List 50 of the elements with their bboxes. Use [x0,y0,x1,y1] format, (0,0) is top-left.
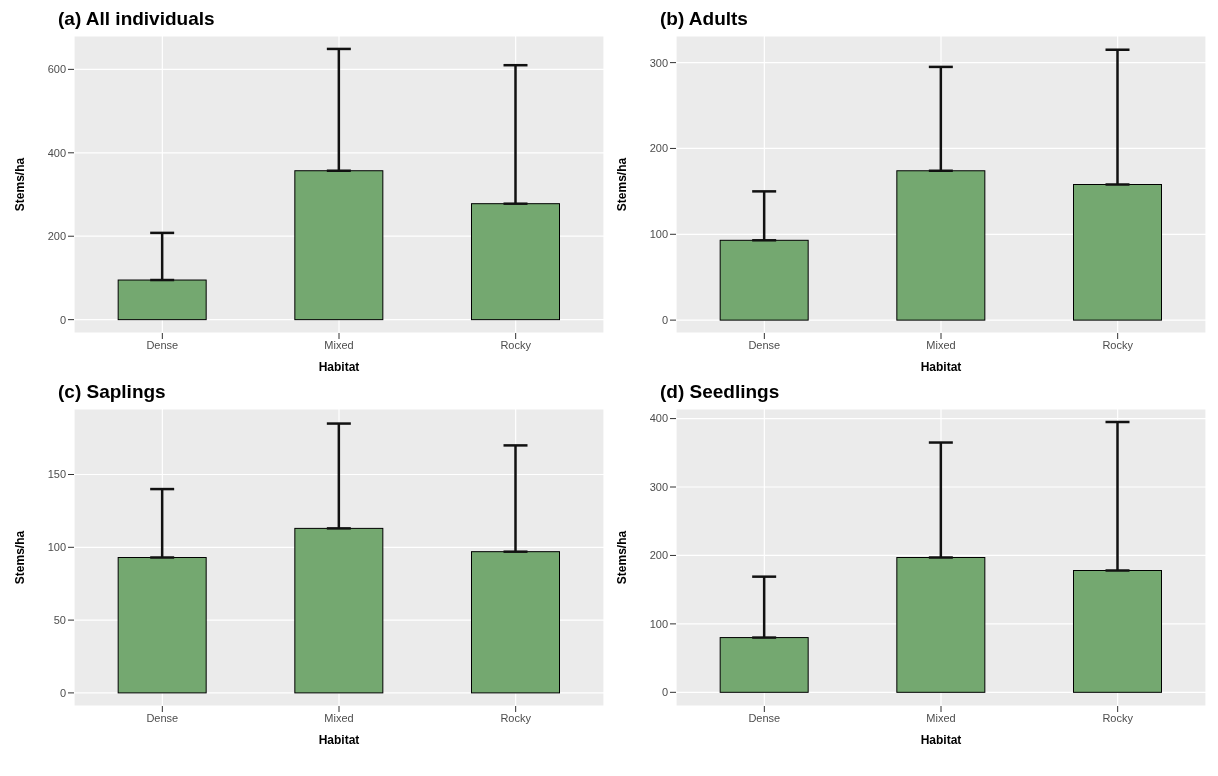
x-tick-label: Mixed [926,711,956,724]
y-tick-label: 0 [59,313,66,326]
y-tick-label: 300 [649,480,668,493]
bar [896,170,986,321]
chart-title: (b) Adults [659,8,749,31]
x-tick-label: Dense [748,711,781,724]
y-tick-label: 100 [649,617,668,630]
y-tick-label: 0 [661,686,668,699]
bar [117,279,207,321]
x-axis-title: Habitat [920,733,962,747]
y-tick-label: 50 [53,614,66,627]
x-tick-label: Mixed [324,711,354,724]
y-tick-label: 100 [649,228,668,241]
x-axis-title: Habitat [318,360,360,374]
bar [1073,570,1162,693]
bar [294,170,384,321]
chart-title: (c) Saplings [57,381,167,404]
x-tick-label: Mixed [324,338,354,351]
x-tick-label: Rocky [500,338,532,351]
bar [471,203,560,321]
x-tick-label: Dense [748,338,781,351]
x-axis-title: Habitat [318,733,360,747]
y-tick-label: 400 [649,412,668,425]
bar [719,637,809,693]
y-tick-label: 200 [649,142,668,155]
y-tick-label: 200 [47,230,66,243]
x-tick-label: Rocky [1102,338,1134,351]
x-tick-label: Dense [146,711,179,724]
y-tick-label: 100 [47,541,66,554]
x-axis-title: Habitat [920,360,962,374]
y-tick-label: 200 [649,549,668,562]
bar [1073,184,1162,321]
x-tick-label: Rocky [1102,711,1134,724]
y-axis-title: Stems/ha [13,157,28,212]
y-axis-title: Stems/ha [615,530,630,585]
y-tick-label: 150 [47,468,66,481]
y-axis-title: Stems/ha [13,530,28,585]
chart-title: (d) Seedlings [659,381,781,404]
y-tick-label: 600 [47,63,66,76]
y-tick-label: 300 [649,56,668,69]
x-tick-label: Dense [146,338,179,351]
x-tick-label: Rocky [500,711,532,724]
x-tick-label: Mixed [926,338,956,351]
y-axis-title: Stems/ha [615,157,630,212]
bar [896,557,986,693]
bar [719,239,809,321]
y-tick-label: 0 [661,314,668,327]
chart-title: (a) All individuals [57,8,216,31]
y-tick-label: 400 [47,146,66,159]
y-tick-label: 0 [59,686,66,699]
